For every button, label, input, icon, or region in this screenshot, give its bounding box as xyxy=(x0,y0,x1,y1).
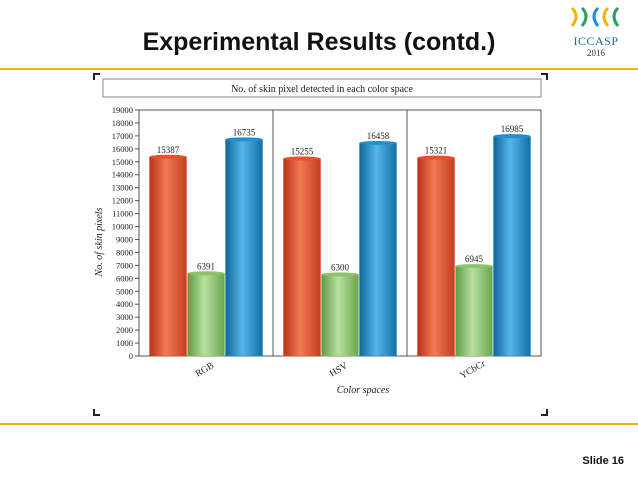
bar xyxy=(225,139,263,357)
logo-text: ICCASP xyxy=(573,34,619,48)
data-label: 6945 xyxy=(465,254,484,264)
bar xyxy=(455,265,493,357)
bar-top xyxy=(149,154,187,159)
y-tick-label: 11000 xyxy=(112,209,133,219)
y-tick-label: 17000 xyxy=(112,131,133,141)
footer-divider xyxy=(0,423,638,425)
y-tick-label: 12000 xyxy=(112,196,133,206)
data-label: 16985 xyxy=(501,124,524,134)
bar xyxy=(417,157,455,357)
chart-frame: No. of skin pixel detected in each color… xyxy=(93,73,548,416)
bar-top xyxy=(225,137,263,142)
y-tick-label: 4000 xyxy=(116,299,133,309)
bar-top xyxy=(359,140,397,145)
chart-title-box xyxy=(102,78,542,98)
logo-year: 2016 xyxy=(587,48,605,58)
data-label: 16735 xyxy=(233,127,256,137)
frame-corner xyxy=(93,73,100,80)
y-tick-label: 15000 xyxy=(112,157,133,167)
y-tick-label: 1000 xyxy=(116,338,133,348)
bar xyxy=(187,273,225,357)
frame-corner xyxy=(93,409,100,416)
bar-top xyxy=(283,156,321,161)
chart-title: No. of skin pixel detected in each color… xyxy=(231,84,413,95)
frame-corner xyxy=(541,73,548,80)
slide-title: Experimental Results (contd.) xyxy=(142,28,496,56)
bar-top xyxy=(455,264,493,269)
x-tick-label: YCbCr xyxy=(459,359,488,382)
x-axis-label: Color spaces xyxy=(337,385,390,396)
data-label: 15255 xyxy=(291,146,314,156)
bar-top xyxy=(321,272,359,277)
y-tick-label: 3000 xyxy=(116,312,133,322)
y-tick-label: 7000 xyxy=(116,260,133,270)
bar xyxy=(321,274,359,357)
y-tick-label: 13000 xyxy=(112,183,133,193)
bar xyxy=(359,142,397,357)
y-tick-label: 18000 xyxy=(112,118,133,128)
bar xyxy=(149,156,187,357)
y-tick-label: 16000 xyxy=(112,144,133,154)
data-label: 15387 xyxy=(157,145,180,155)
y-tick-label: 9000 xyxy=(116,234,133,244)
logo-emblem-icon xyxy=(570,6,620,27)
slide-number: Slide 16 xyxy=(582,455,624,467)
bar-top xyxy=(187,271,225,276)
title-divider xyxy=(0,68,638,70)
y-tick-label: 14000 xyxy=(112,170,133,180)
plot-area: 0 1000 2000 3000 4000 5000 6000 7000 8000 9000 100… xyxy=(112,105,542,382)
bar-top xyxy=(493,134,531,139)
y-tick-label: 8000 xyxy=(116,247,133,257)
x-tick-label: RGB xyxy=(194,361,216,379)
bar xyxy=(283,158,321,357)
data-label: 6391 xyxy=(197,261,215,271)
bar-chart: No. of skin pixel detected in each color… xyxy=(94,78,542,396)
y-tick-label: 19000 xyxy=(112,105,133,115)
data-label: 16458 xyxy=(367,131,390,141)
y-tick-label: 2000 xyxy=(116,325,133,335)
y-tick-label: 10000 xyxy=(112,222,133,232)
bar xyxy=(493,135,531,357)
y-axis-label: No. of skin pixels xyxy=(94,207,105,277)
y-tick-label: 0 xyxy=(129,351,133,361)
conference-logo: ICCASP 2016 xyxy=(560,4,632,62)
x-tick-label: HSV xyxy=(328,361,350,379)
y-tick-label: 6000 xyxy=(116,273,133,283)
y-tick-label: 5000 xyxy=(116,286,133,296)
frame-corner xyxy=(541,409,548,416)
data-label: 6300 xyxy=(331,262,350,272)
data-label: 15321 xyxy=(425,146,448,156)
bar-top xyxy=(417,155,455,160)
